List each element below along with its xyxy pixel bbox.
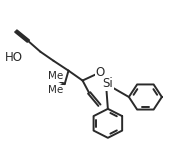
Text: Si: Si — [103, 77, 113, 90]
Text: Me: Me — [48, 85, 63, 95]
Text: HO: HO — [5, 51, 23, 64]
Text: Me: Me — [48, 71, 63, 81]
Text: O: O — [96, 66, 105, 79]
